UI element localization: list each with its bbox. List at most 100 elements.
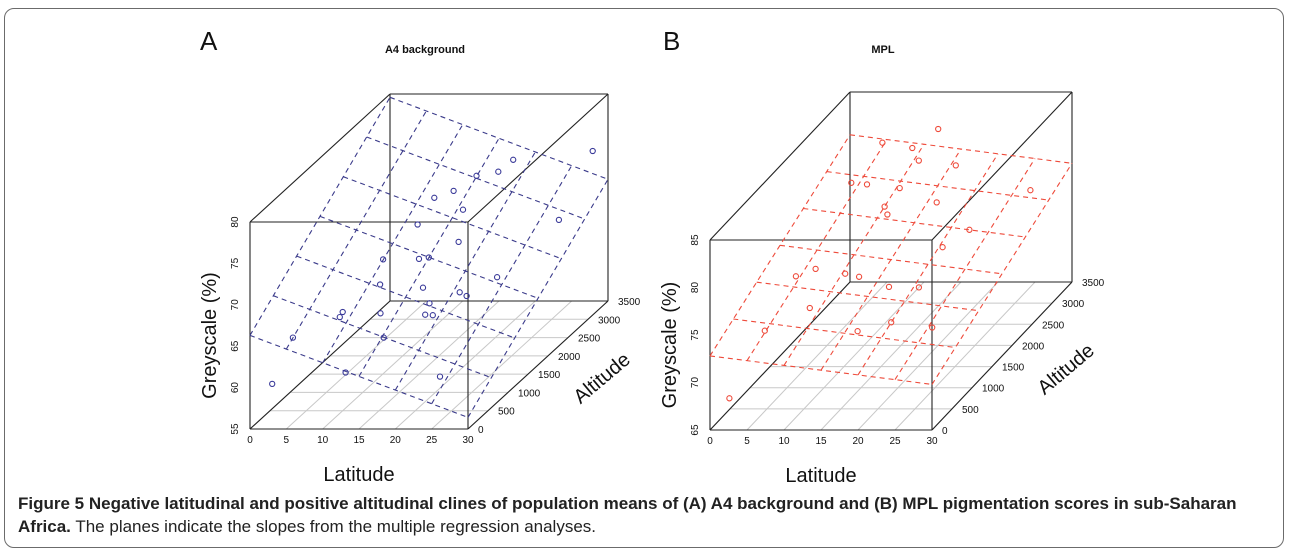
data-point (414, 221, 421, 228)
data-point (929, 324, 936, 331)
figure-frame (4, 8, 1284, 548)
y-tick-label: 2500 (1042, 320, 1065, 331)
data-point (761, 327, 768, 334)
data-point (915, 157, 922, 164)
data-point (726, 395, 733, 402)
y-tick-label: 3500 (1082, 278, 1105, 289)
data-point (342, 369, 349, 376)
x-tick-label: 15 (815, 436, 827, 447)
x-tick-label: 15 (353, 435, 365, 446)
axis-box-edge (931, 91, 1073, 241)
data-point (493, 274, 501, 281)
data-point (269, 380, 276, 388)
y-tick-label: 500 (498, 407, 515, 418)
regression-plane-line (319, 215, 539, 299)
floor-grid-line (857, 281, 999, 431)
regression-plane-line (249, 334, 469, 418)
z-tick-label: 55 (230, 423, 241, 435)
data-point (933, 199, 940, 206)
panel-b-title: MPL (871, 44, 895, 56)
caption-text: The planes indicate the slopes from the … (75, 517, 597, 536)
y-tick-label: 1000 (518, 388, 541, 399)
x-tick-label: 0 (707, 436, 713, 447)
regression-plane-line (273, 295, 492, 379)
data-point (848, 179, 855, 186)
x-axis-label: Latitude (323, 464, 394, 486)
floor-grid-line (820, 281, 962, 431)
regression-plane-line (358, 138, 500, 377)
axis-box-edge (249, 300, 391, 430)
regression-plane-line (779, 244, 1003, 275)
x-tick-label: 5 (744, 436, 750, 447)
data-point (379, 256, 387, 263)
regression-plane-line (756, 281, 979, 312)
y-tick-label: 1500 (538, 370, 561, 381)
x-axis-label: Latitude (785, 465, 856, 487)
y-tick-label: 3500 (618, 297, 641, 308)
regression-plane-line (343, 176, 562, 260)
axis-box-edge (709, 91, 851, 241)
data-point (854, 328, 861, 335)
data-point (339, 308, 346, 316)
x-tick-label: 30 (926, 436, 938, 447)
floor-grid-line (783, 281, 925, 431)
x-tick-label: 20 (390, 435, 402, 446)
z-tick-label: 80 (690, 282, 701, 294)
regression-plane-line (803, 207, 1026, 238)
data-point (915, 284, 923, 291)
data-point (426, 300, 433, 307)
regression-plane-line (931, 163, 1073, 385)
data-point (966, 226, 973, 233)
data-point (456, 289, 463, 296)
data-point (450, 187, 457, 195)
data-point (792, 273, 800, 280)
data-point (459, 206, 467, 213)
regression-plane-line (709, 355, 933, 385)
data-point (429, 312, 436, 319)
y-tick-label: 0 (478, 425, 484, 436)
data-point (463, 292, 470, 300)
x-tick-label: 25 (426, 435, 438, 446)
regression-plane-line (296, 255, 515, 339)
regression-plane-line (322, 124, 464, 364)
data-point (842, 270, 849, 277)
y-tick-label: 1000 (982, 384, 1005, 395)
z-tick-label: 80 (230, 216, 241, 228)
data-point (888, 319, 895, 326)
regression-plane-line (249, 97, 391, 336)
data-point (885, 283, 893, 291)
data-point (939, 244, 946, 251)
data-point (510, 156, 517, 163)
regression-plane-line (857, 153, 999, 376)
data-point (896, 184, 903, 192)
x-tick-label: 25 (889, 436, 901, 447)
figure-canvas: A A4 background 0 5 10 15 20 25 30050010001500… (199, 26, 1105, 487)
data-point (806, 304, 813, 312)
x-tick-label: 20 (852, 436, 864, 447)
regression-plane-line (389, 96, 609, 180)
data-point (422, 311, 429, 318)
data-point (879, 139, 886, 146)
regression-plane-line (849, 134, 1073, 164)
regression-plane-line (431, 165, 573, 404)
z-tick-label: 75 (230, 257, 241, 269)
floor-grid-line (894, 281, 1036, 431)
data-point (415, 255, 423, 263)
caption-label: Figure 5 (18, 494, 85, 513)
floor-grid-line (285, 300, 427, 430)
y-tick-label: 2000 (558, 352, 581, 363)
regression-plane-line (733, 318, 956, 349)
floor-grid-line (746, 281, 888, 431)
z-tick-label: 85 (690, 234, 701, 246)
z-tick-label: 65 (690, 424, 701, 436)
x-tick-label: 5 (284, 435, 290, 446)
data-point (380, 334, 387, 341)
y-tick-label: 1500 (1002, 363, 1025, 374)
data-point (812, 265, 819, 273)
x-tick-label: 0 (247, 435, 253, 446)
data-point (855, 273, 863, 280)
data-point (935, 125, 942, 133)
x-tick-label: 10 (778, 436, 790, 447)
